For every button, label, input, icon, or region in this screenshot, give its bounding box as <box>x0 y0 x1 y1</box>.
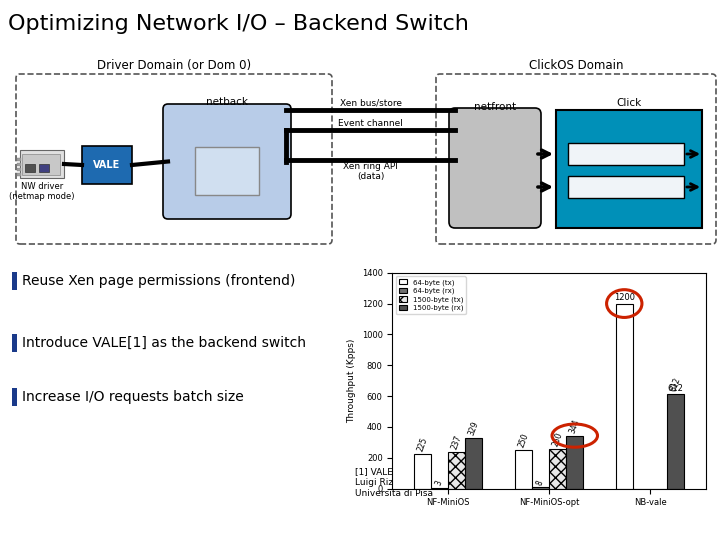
Text: ToDevice: ToDevice <box>604 182 648 192</box>
Bar <box>12 334 17 352</box>
FancyBboxPatch shape <box>163 104 291 219</box>
Bar <box>12 388 17 406</box>
Bar <box>17 163 21 166</box>
Bar <box>22 154 60 175</box>
Text: 612: 612 <box>668 384 684 393</box>
Bar <box>556 110 702 228</box>
Text: Reuse Xen page permissions (frontend): Reuse Xen page permissions (frontend) <box>22 274 295 288</box>
Bar <box>465 438 482 489</box>
Text: Click: Click <box>616 98 642 108</box>
Text: 8: 8 <box>536 478 546 486</box>
Bar <box>20 150 64 178</box>
Bar <box>195 147 259 195</box>
Bar <box>39 164 49 172</box>
Text: 612: 612 <box>669 376 683 393</box>
Bar <box>82 146 132 184</box>
Bar <box>515 450 532 489</box>
Bar <box>549 449 566 489</box>
Bar <box>17 158 21 161</box>
Text: 344: 344 <box>568 417 582 434</box>
Bar <box>448 452 465 489</box>
Text: Xen ring API
(data): Xen ring API (data) <box>343 162 398 181</box>
Bar <box>566 436 583 489</box>
Bar <box>568 176 684 198</box>
Text: 3: 3 <box>434 480 444 487</box>
Bar <box>532 488 549 489</box>
Bar <box>25 164 35 172</box>
Text: [1] VALE, a switched ethernet for virtual machines, ACM CoNEXT2012
Luigi Rizzo, : [1] VALE, a switched ethernet for virtua… <box>355 468 670 498</box>
Text: Increase I/O requests batch size: Increase I/O requests batch size <box>22 390 244 404</box>
Text: FromDevice: FromDevice <box>598 149 654 159</box>
Text: port: port <box>212 164 241 178</box>
Text: 225: 225 <box>415 436 429 453</box>
Text: 237: 237 <box>450 434 463 451</box>
FancyBboxPatch shape <box>449 108 541 228</box>
Text: NW driver
(netmap mode): NW driver (netmap mode) <box>9 182 75 201</box>
Text: Event channel: Event channel <box>338 119 403 128</box>
Text: 1200: 1200 <box>613 293 635 302</box>
Text: netback: netback <box>206 97 248 107</box>
Text: 250: 250 <box>516 432 530 449</box>
Text: ClickOS Domain: ClickOS Domain <box>528 59 624 72</box>
Y-axis label: Throughput (Kpps): Throughput (Kpps) <box>347 339 356 423</box>
Text: Driver Domain (or Dom 0): Driver Domain (or Dom 0) <box>97 59 251 72</box>
Bar <box>667 394 685 489</box>
Bar <box>17 173 21 176</box>
Bar <box>568 143 684 165</box>
Bar <box>17 168 21 171</box>
Text: Introduce VALE[1] as the backend switch: Introduce VALE[1] as the backend switch <box>22 336 306 350</box>
Bar <box>12 272 17 290</box>
Text: 329: 329 <box>467 420 480 437</box>
Bar <box>413 454 431 489</box>
Text: Optimizing Network I/O – Backend Switch: Optimizing Network I/O – Backend Switch <box>8 14 469 34</box>
Text: VALE: VALE <box>94 160 121 170</box>
Text: 260: 260 <box>551 430 564 447</box>
Text: Xen bus/store: Xen bus/store <box>340 99 402 108</box>
Legend: 64-byte (tx), 64-byte (rx), 1500-byte (tx), 1500-byte (rx): 64-byte (tx), 64-byte (rx), 1500-byte (t… <box>396 276 466 314</box>
Bar <box>616 303 633 489</box>
Text: netfront: netfront <box>474 102 516 112</box>
